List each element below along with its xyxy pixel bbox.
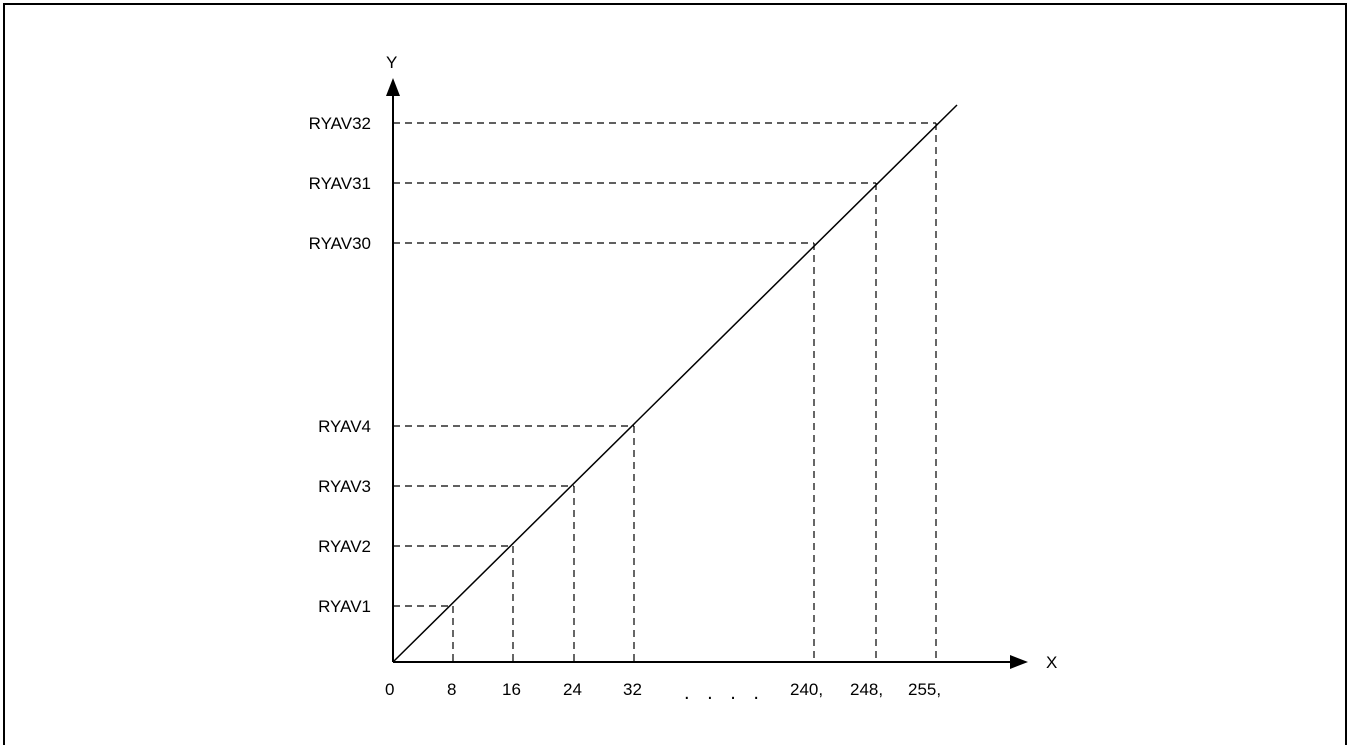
x-tick-label: 24 [563, 680, 582, 699]
origin-label: 0 [385, 680, 394, 699]
x-tick-label: 32 [623, 680, 642, 699]
y-axis-label: Y [386, 53, 397, 72]
ellipsis-label: . . . . [684, 682, 765, 704]
x-tick-label: 240, [790, 680, 823, 699]
y-level-label: RYAV30 [309, 234, 371, 253]
mapping-line [392, 104, 958, 663]
mapping-point-2: RYAV2 16 [318, 537, 521, 699]
y-level-label: RYAV4 [318, 417, 371, 436]
x-axis-label: X [1046, 653, 1057, 672]
mapping-point-6: RYAV31 248, [309, 174, 883, 699]
y-level-label: RYAV1 [318, 597, 371, 616]
diagram-frame [3, 3, 1347, 745]
x-tick-label: 255, [908, 680, 941, 699]
mapping-point-1: RYAV1 8 [318, 597, 456, 699]
x-axis-arrowhead [1010, 655, 1028, 669]
mapping-point-3: RYAV3 24 [318, 477, 582, 699]
mapping-point-7: RYAV32 255, [309, 114, 941, 699]
y-level-label: RYAV31 [309, 174, 371, 193]
y-level-label: RYAV32 [309, 114, 371, 133]
x-tick-label: 8 [447, 680, 456, 699]
x-tick-label: 16 [502, 680, 521, 699]
y-level-label: RYAV2 [318, 537, 371, 556]
y-axis-arrowhead [386, 78, 400, 96]
mapping-points: RYAV18RYAV216RYAV324RYAV432RYAV30240,RYA… [309, 114, 941, 699]
x-tick-label: 248, [850, 680, 883, 699]
y-level-label: RYAV3 [318, 477, 371, 496]
mapping-point-4: RYAV4 32 [318, 417, 642, 699]
